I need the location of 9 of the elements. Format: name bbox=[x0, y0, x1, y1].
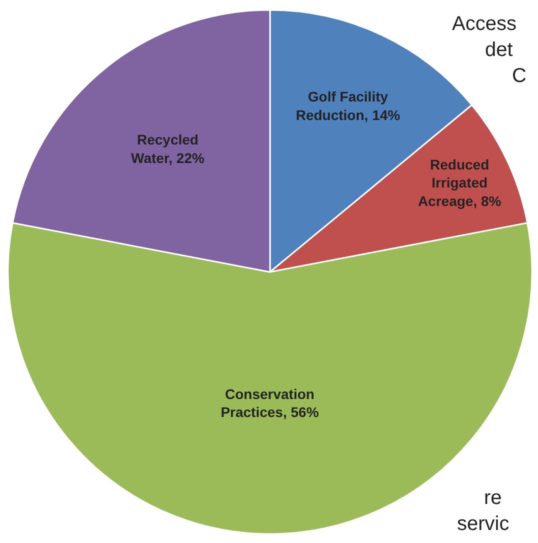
text: C bbox=[512, 65, 526, 87]
text: servic bbox=[457, 513, 510, 535]
slice-label: Recycled Water, 22% bbox=[131, 132, 205, 166]
text: re bbox=[484, 487, 502, 509]
slice-label: Golf Facility Reduction, 14% bbox=[296, 88, 401, 123]
text: Access bbox=[452, 13, 516, 35]
slice-label: Reduced Irrigated Acreage, 8% bbox=[418, 156, 502, 209]
text: det bbox=[485, 39, 514, 61]
slice-label: Conservation Practices, 56% bbox=[220, 386, 320, 420]
